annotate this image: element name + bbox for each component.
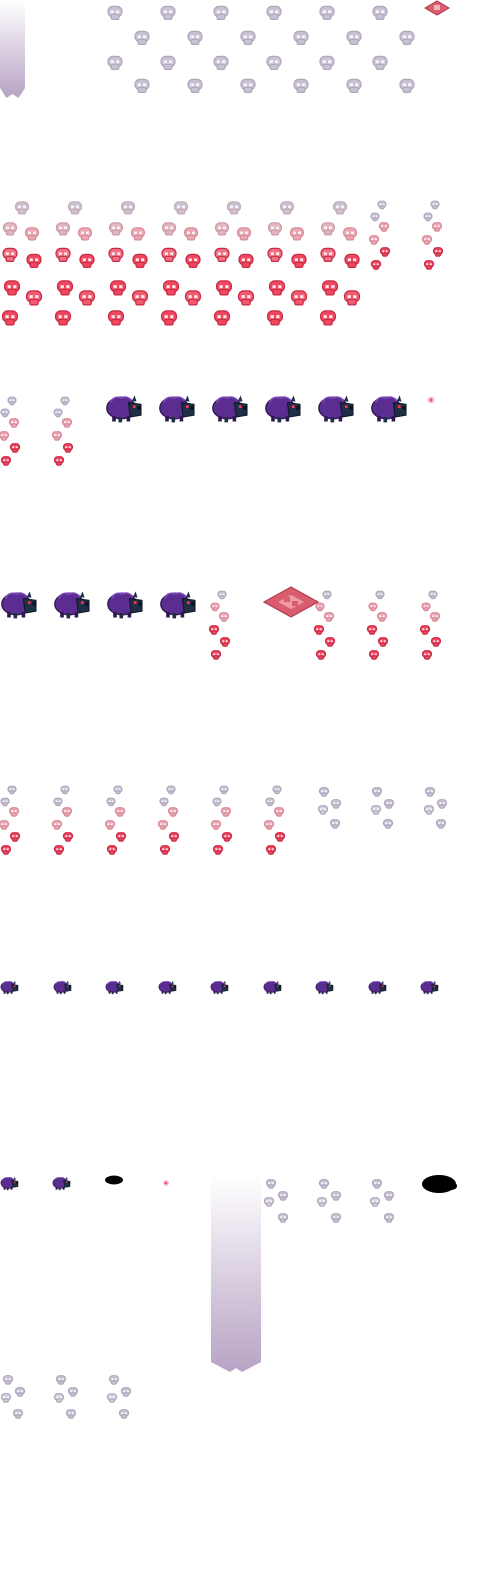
skull-column-mixed [212,782,240,862]
skull-column-mixed [0,393,28,473]
gradient-beam [0,0,25,98]
skull-column-mixed [265,782,293,862]
purple-boar-small [0,978,20,995]
purple-boar [105,390,145,424]
skull-column-grey [316,1176,346,1226]
skull-column-mixed [423,197,451,277]
skull-cluster-mixed [265,198,317,333]
skull-column-grey [315,782,345,832]
purple-boar-small [52,1174,72,1191]
skull-column-grey [106,1372,136,1422]
skull-column-grey [369,1176,399,1226]
purple-boar [317,390,357,424]
skull-column-grey [53,1372,83,1422]
skull-column-grey [421,782,451,832]
purple-boar [158,390,198,424]
purple-boar [106,586,146,620]
skull-cluster-grey [105,0,425,100]
skull-column-mixed [106,782,134,862]
red-spark [160,1178,172,1188]
skull-column-grey [263,1176,293,1226]
purple-boar-small [53,978,73,995]
skull-cluster-mixed [0,198,52,333]
skull-column-mixed [421,587,449,667]
purple-boar-small [368,978,388,995]
skull-column-mixed [368,587,396,667]
red-rune-tile-small [423,0,451,16]
skull-column-mixed [0,782,28,862]
purple-boar [0,586,40,620]
skull-cluster-mixed [212,198,264,333]
skull-cluster-mixed [159,198,211,333]
skull-column-mixed [159,782,187,862]
purple-boar-small [0,1174,20,1191]
red-spark [424,395,438,405]
black-shadow [104,1175,124,1185]
purple-boar [264,390,304,424]
black-shadow [421,1173,459,1195]
skull-column-grey [368,782,398,832]
skull-column-mixed [370,197,398,277]
gradient-beam [211,1176,261,1372]
skull-column-mixed [53,782,81,862]
purple-boar-small [210,978,230,995]
purple-boar-small [420,978,440,995]
purple-boar-small [158,978,178,995]
skull-cluster-mixed [318,198,370,333]
skull-cluster-mixed [53,198,105,333]
skull-column-mixed [210,587,238,667]
skull-column-grey [0,1372,30,1422]
skull-column-mixed [315,587,343,667]
purple-boar [159,586,199,620]
purple-boar [211,390,251,424]
purple-boar [370,390,410,424]
skull-column-mixed [53,393,81,473]
purple-boar-small [315,978,335,995]
purple-boar-small [105,978,125,995]
red-rune-tile [262,584,320,620]
skull-cluster-mixed [106,198,158,333]
purple-boar-small [263,978,283,995]
purple-boar [53,586,93,620]
